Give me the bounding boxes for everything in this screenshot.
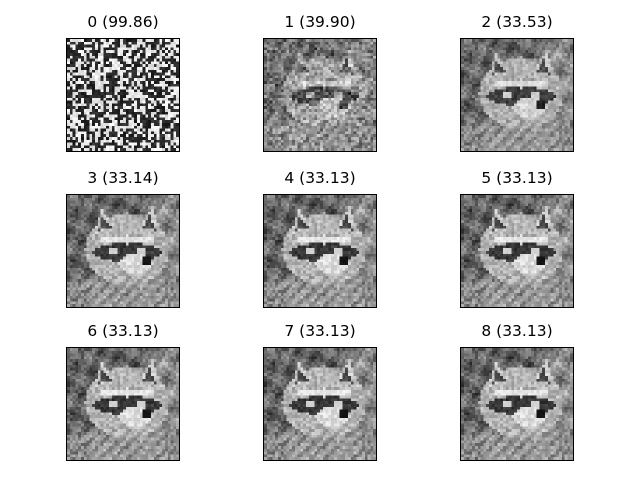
panel-image xyxy=(263,347,377,461)
panel-title: 7 (33.13) xyxy=(284,322,356,340)
panel-title: 1 (39.90) xyxy=(284,13,356,31)
panel-image xyxy=(66,347,180,461)
panel-image xyxy=(263,194,377,308)
panel-title: 8 (33.13) xyxy=(481,322,553,340)
panel-title: 4 (33.13) xyxy=(284,169,356,187)
panel-title: 5 (33.13) xyxy=(481,169,553,187)
panel-image xyxy=(263,38,377,152)
panel-title: 0 (99.86) xyxy=(87,13,159,31)
panel-title: 6 (33.13) xyxy=(87,322,159,340)
panel-image xyxy=(460,194,574,308)
panel-image xyxy=(460,347,574,461)
panel-image xyxy=(460,38,574,152)
panel-title: 3 (33.14) xyxy=(87,169,159,187)
panel-image xyxy=(66,194,180,308)
panel-title: 2 (33.53) xyxy=(481,13,553,31)
panel-image xyxy=(66,38,180,152)
